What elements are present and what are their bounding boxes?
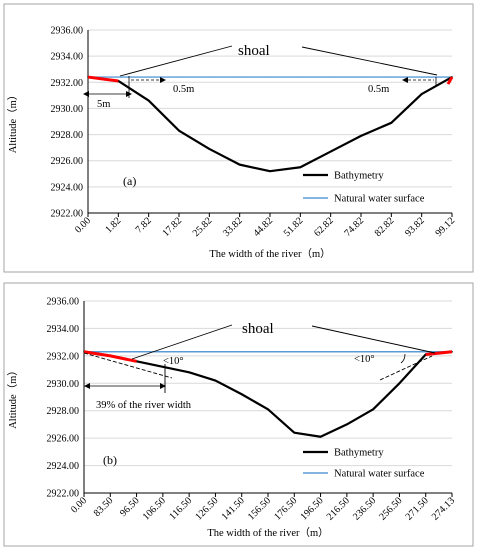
- y-tick-label: 2922.00: [47, 489, 80, 500]
- angle-arc-right: [400, 353, 406, 364]
- y-tick-label: 2926.00: [51, 156, 84, 167]
- bathymetry-point: [269, 170, 271, 172]
- water-surface-point: [188, 351, 190, 353]
- water-surface-point: [162, 351, 164, 353]
- y-tick-label: 2934.00: [51, 52, 84, 63]
- x-axis-title: The width of the river（m）: [207, 527, 328, 539]
- water-surface-point: [117, 76, 119, 78]
- shoal-segment-right: [425, 350, 453, 356]
- y-tick-label: 2924.00: [51, 182, 84, 193]
- water-surface-point: [299, 76, 301, 78]
- water-surface-point: [135, 351, 138, 353]
- bathymetry-point: [329, 150, 332, 153]
- water-surface-point: [269, 76, 271, 78]
- y-axis-title: Altitude（m）: [7, 90, 19, 154]
- slope-dash-left: [83, 352, 173, 379]
- bathymetry-point: [319, 435, 322, 438]
- water-surface-point: [421, 76, 423, 78]
- legend-label-bathymetry: Bathymetry: [334, 171, 384, 182]
- panel-frame: [3, 3, 474, 273]
- shoal-label: shoal: [242, 321, 274, 337]
- panel-label: (b): [103, 453, 117, 467]
- shoal-pointer-right: [311, 325, 436, 354]
- shoal-segment-left: [87, 75, 119, 83]
- legend-label-water-surface: Natural water surface: [334, 469, 425, 480]
- water-surface-point: [360, 76, 362, 78]
- shoal-pointer-left: [119, 45, 233, 77]
- shoal-segment-left: [83, 350, 137, 363]
- water-surface-point: [241, 351, 243, 353]
- legend-label-water-surface: Natural water surface: [334, 194, 425, 205]
- bathymetry-point: [372, 408, 374, 411]
- water-surface-point: [293, 351, 295, 353]
- y-tick-label: 2936.00: [51, 26, 84, 37]
- y-tick-label: 2922.00: [51, 209, 84, 220]
- water-surface-point: [267, 351, 269, 353]
- width-label: 39% of the river width: [96, 400, 192, 411]
- y-tick-label: 2928.00: [51, 130, 84, 141]
- bathymetry-point: [420, 93, 423, 95]
- x-axis-title: The width of the river（m）: [209, 248, 330, 260]
- bathymetry-point: [178, 129, 180, 132]
- y-tick-label: 2930.00: [51, 104, 84, 115]
- y-axis-title: Altitude（m）: [7, 365, 19, 429]
- bathymetry-point: [267, 408, 269, 411]
- y-tick-label: 2924.00: [47, 461, 80, 472]
- panel-label: (a): [123, 174, 136, 188]
- y-tick-label: 2936.00: [47, 297, 80, 308]
- slope-dash-right: [379, 355, 433, 381]
- depth-label-left: 0.5m: [173, 84, 194, 95]
- water-surface-point: [346, 351, 348, 353]
- legend-label-bathymetry: Bathymetry: [334, 448, 384, 459]
- water-surface-point: [109, 351, 111, 353]
- width-arrow-left: [84, 383, 90, 389]
- depth-arrow-right: [402, 77, 408, 83]
- panel-frame: [3, 282, 474, 547]
- water-surface-point: [214, 351, 217, 353]
- shoal-pointer-right: [301, 46, 438, 76]
- width-arrow-left: [83, 91, 89, 97]
- bathymetry-point: [147, 99, 150, 102]
- water-surface-point: [330, 76, 332, 78]
- depth-label-right: 0.5m: [368, 84, 389, 95]
- y-tick-label: 2932.00: [51, 78, 84, 89]
- water-surface-point: [390, 76, 392, 78]
- angle-label-left: <10°: [163, 356, 184, 367]
- shoal-segment-right: [446, 76, 454, 85]
- bathymetry-point: [398, 382, 401, 385]
- y-tick-label: 2928.00: [47, 406, 80, 417]
- bathymetry-point: [188, 371, 190, 374]
- bathymetry-point: [390, 122, 393, 124]
- bathymetry-point: [214, 379, 217, 382]
- bathymetry-point: [299, 166, 302, 169]
- water-surface-point: [208, 76, 210, 78]
- water-surface-point: [319, 351, 322, 353]
- bathymetry-point: [240, 393, 243, 396]
- y-tick-label: 2926.00: [47, 434, 80, 445]
- water-surface-point: [148, 76, 150, 78]
- bathymetry-point: [238, 163, 241, 166]
- water-surface-point: [178, 76, 180, 78]
- shoal-label: shoal: [238, 43, 270, 59]
- width-label: 5m: [97, 99, 110, 110]
- water-surface-point: [239, 76, 241, 78]
- y-tick-label: 2934.00: [47, 324, 80, 335]
- bathymetry-point: [208, 148, 211, 150]
- panel-b: 2922.00 2924.00 2926.00 2928.00 2930.00 2932.…: [3, 282, 474, 547]
- angle-label-right: <10°: [354, 354, 375, 365]
- shoal-pointer-left: [131, 324, 233, 360]
- panel-a: 2922.00 2924.00 2926.00 2928.00 2930.00 2932.…: [3, 3, 474, 273]
- bathymetry-point: [293, 431, 296, 434]
- bathymetry-point: [360, 135, 362, 137]
- water-surface-point: [372, 351, 374, 353]
- water-surface-point: [398, 351, 401, 353]
- y-tick-label: 2930.00: [47, 379, 80, 390]
- depth-arrow-left: [160, 77, 166, 83]
- y-tick-label: 2932.00: [47, 351, 80, 362]
- width-arrow-right: [160, 383, 166, 389]
- bathymetry-point: [162, 366, 164, 368]
- bathymetry-point: [346, 423, 348, 426]
